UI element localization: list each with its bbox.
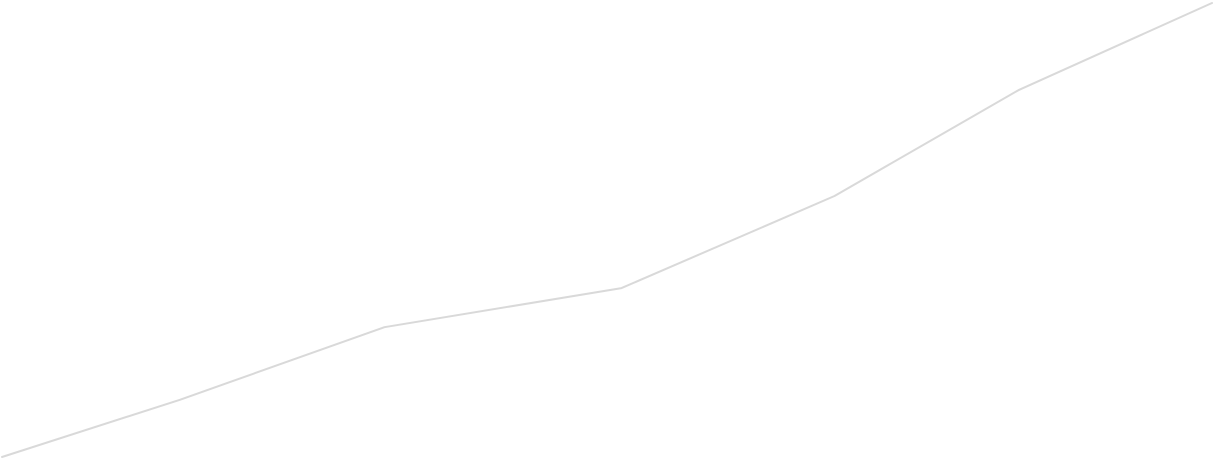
series-line-0 — [1, 2, 1213, 458]
line-chart — [1, 2, 1213, 458]
